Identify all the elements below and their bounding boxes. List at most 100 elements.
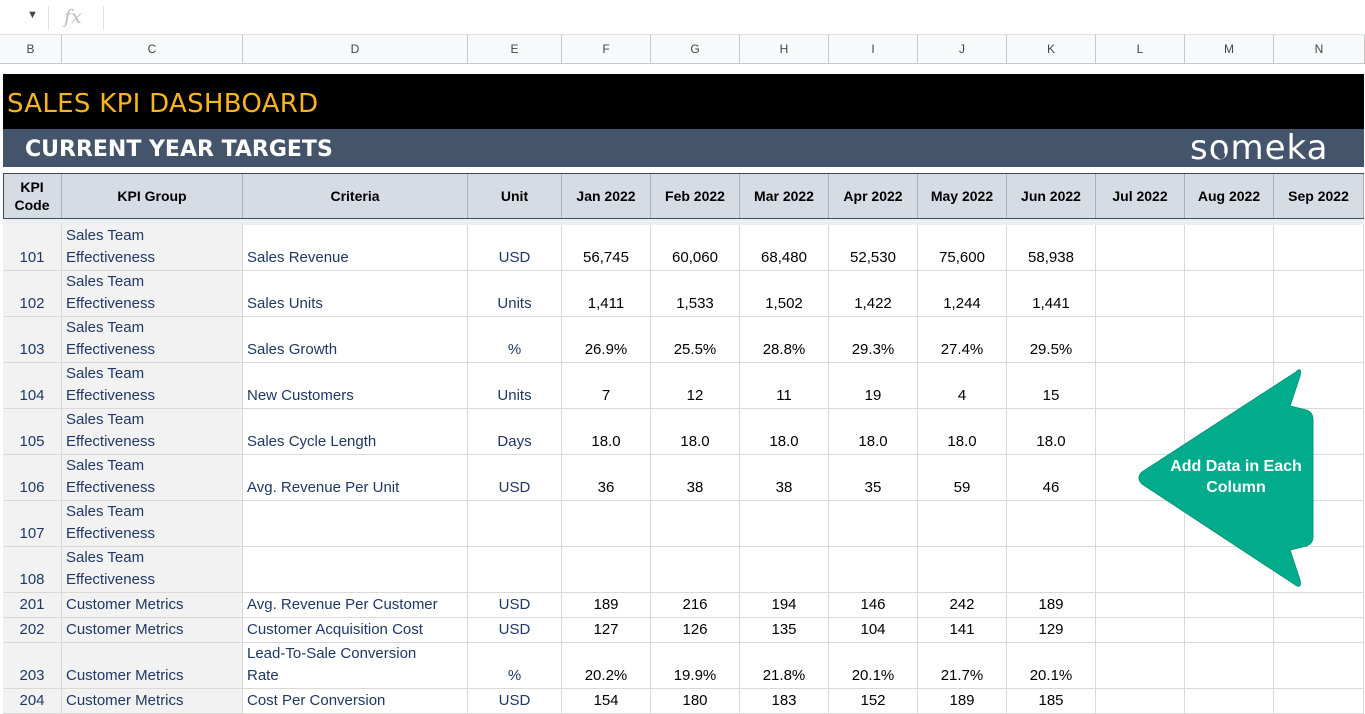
value-cell[interactable]: 18.0	[829, 409, 918, 455]
value-cell[interactable]: 189	[918, 689, 1007, 714]
value-cell[interactable]	[1096, 689, 1185, 714]
value-cell[interactable]	[1096, 271, 1185, 317]
value-cell[interactable]	[1185, 317, 1274, 363]
value-cell[interactable]: 20.2%	[562, 643, 651, 689]
kpi-code-cell[interactable]: 203	[3, 643, 62, 689]
value-cell[interactable]	[562, 501, 651, 547]
value-cell[interactable]	[918, 501, 1007, 547]
value-cell[interactable]: 180	[651, 689, 740, 714]
unit-cell[interactable]: USD	[468, 225, 562, 271]
kpi-group-cell[interactable]: Sales Team Effectiveness	[62, 547, 243, 593]
value-cell[interactable]: 75,600	[918, 225, 1007, 271]
value-cell[interactable]	[829, 547, 918, 593]
value-cell[interactable]: 18.0	[740, 409, 829, 455]
kpi-code-cell[interactable]: 202	[3, 618, 62, 643]
value-cell[interactable]: 12	[651, 363, 740, 409]
kpi-group-cell[interactable]: Sales Team Effectiveness	[62, 501, 243, 547]
column-header-e[interactable]: E	[468, 35, 562, 64]
value-cell[interactable]	[1274, 363, 1364, 409]
kpi-code-cell[interactable]: 107	[3, 501, 62, 547]
column-header-b[interactable]: B	[0, 35, 62, 64]
column-header-d[interactable]: D	[243, 35, 468, 64]
value-cell[interactable]: 129	[1007, 618, 1096, 643]
value-cell[interactable]: 1,502	[740, 271, 829, 317]
kpi-code-cell[interactable]: 204	[3, 689, 62, 714]
unit-cell[interactable]: Days	[468, 409, 562, 455]
kpi-code-cell[interactable]: 104	[3, 363, 62, 409]
value-cell[interactable]: 28.8%	[740, 317, 829, 363]
value-cell[interactable]	[1274, 618, 1364, 643]
kpi-code-cell[interactable]: 201	[3, 593, 62, 618]
formula-input[interactable]	[110, 6, 1350, 30]
kpi-group-cell[interactable]: Sales Team Effectiveness	[62, 363, 243, 409]
value-cell[interactable]: 21.7%	[918, 643, 1007, 689]
value-cell[interactable]: 27.4%	[918, 317, 1007, 363]
value-cell[interactable]: 135	[740, 618, 829, 643]
column-header-g[interactable]: G	[651, 35, 740, 64]
value-cell[interactable]	[740, 547, 829, 593]
criteria-cell[interactable]: Cost Per Conversion	[243, 689, 468, 714]
criteria-cell[interactable]	[243, 501, 468, 547]
kpi-group-cell[interactable]: Customer Metrics	[62, 643, 243, 689]
value-cell[interactable]	[1096, 618, 1185, 643]
value-cell[interactable]	[1096, 409, 1185, 455]
criteria-cell[interactable]: New Customers	[243, 363, 468, 409]
value-cell[interactable]: 59	[918, 455, 1007, 501]
kpi-group-cell[interactable]: Customer Metrics	[62, 593, 243, 618]
column-header-f[interactable]: F	[562, 35, 651, 64]
value-cell[interactable]	[562, 547, 651, 593]
kpi-code-cell[interactable]: 101	[3, 225, 62, 271]
value-cell[interactable]	[1096, 593, 1185, 618]
value-cell[interactable]: 141	[918, 618, 1007, 643]
value-cell[interactable]	[1274, 455, 1364, 501]
unit-cell[interactable]: USD	[468, 593, 562, 618]
column-header-h[interactable]: H	[740, 35, 829, 64]
unit-cell[interactable]	[468, 501, 562, 547]
value-cell[interactable]	[1096, 363, 1185, 409]
value-cell[interactable]	[1096, 547, 1185, 593]
value-cell[interactable]	[1185, 271, 1274, 317]
unit-cell[interactable]	[468, 547, 562, 593]
value-cell[interactable]: 18.0	[651, 409, 740, 455]
value-cell[interactable]	[651, 547, 740, 593]
name-box-dropdown-icon[interactable]: ▼	[27, 9, 38, 21]
kpi-group-cell[interactable]: Customer Metrics	[62, 689, 243, 714]
criteria-cell[interactable]: Customer Acquisition Cost	[243, 618, 468, 643]
value-cell[interactable]	[1185, 225, 1274, 271]
unit-cell[interactable]: %	[468, 317, 562, 363]
kpi-group-cell[interactable]: Sales Team Effectiveness	[62, 271, 243, 317]
value-cell[interactable]: 242	[918, 593, 1007, 618]
value-cell[interactable]	[829, 501, 918, 547]
column-header-n[interactable]: N	[1274, 35, 1365, 64]
kpi-group-cell[interactable]: Sales Team Effectiveness	[62, 455, 243, 501]
value-cell[interactable]	[1185, 618, 1274, 643]
value-cell[interactable]	[1096, 317, 1185, 363]
value-cell[interactable]: 38	[740, 455, 829, 501]
value-cell[interactable]: 127	[562, 618, 651, 643]
kpi-code-cell[interactable]: 106	[3, 455, 62, 501]
value-cell[interactable]: 20.1%	[829, 643, 918, 689]
column-header-l[interactable]: L	[1096, 35, 1185, 64]
value-cell[interactable]: 11	[740, 363, 829, 409]
kpi-code-cell[interactable]: 108	[3, 547, 62, 593]
value-cell[interactable]: 1,533	[651, 271, 740, 317]
column-header-k[interactable]: K	[1007, 35, 1096, 64]
value-cell[interactable]	[651, 501, 740, 547]
value-cell[interactable]: 29.3%	[829, 317, 918, 363]
value-cell[interactable]	[1096, 501, 1185, 547]
kpi-group-cell[interactable]: Sales Team Effectiveness	[62, 317, 243, 363]
unit-cell[interactable]: %	[468, 643, 562, 689]
value-cell[interactable]: 20.1%	[1007, 643, 1096, 689]
value-cell[interactable]: 15	[1007, 363, 1096, 409]
value-cell[interactable]	[1185, 689, 1274, 714]
value-cell[interactable]	[1096, 225, 1185, 271]
value-cell[interactable]: 35	[829, 455, 918, 501]
unit-cell[interactable]: Units	[468, 271, 562, 317]
criteria-cell[interactable]: Lead-To-Sale Conversion Rate	[243, 643, 468, 689]
value-cell[interactable]: 26.9%	[562, 317, 651, 363]
value-cell[interactable]	[1274, 225, 1364, 271]
value-cell[interactable]	[1274, 593, 1364, 618]
value-cell[interactable]: 4	[918, 363, 1007, 409]
value-cell[interactable]: 52,530	[829, 225, 918, 271]
value-cell[interactable]: 1,441	[1007, 271, 1096, 317]
